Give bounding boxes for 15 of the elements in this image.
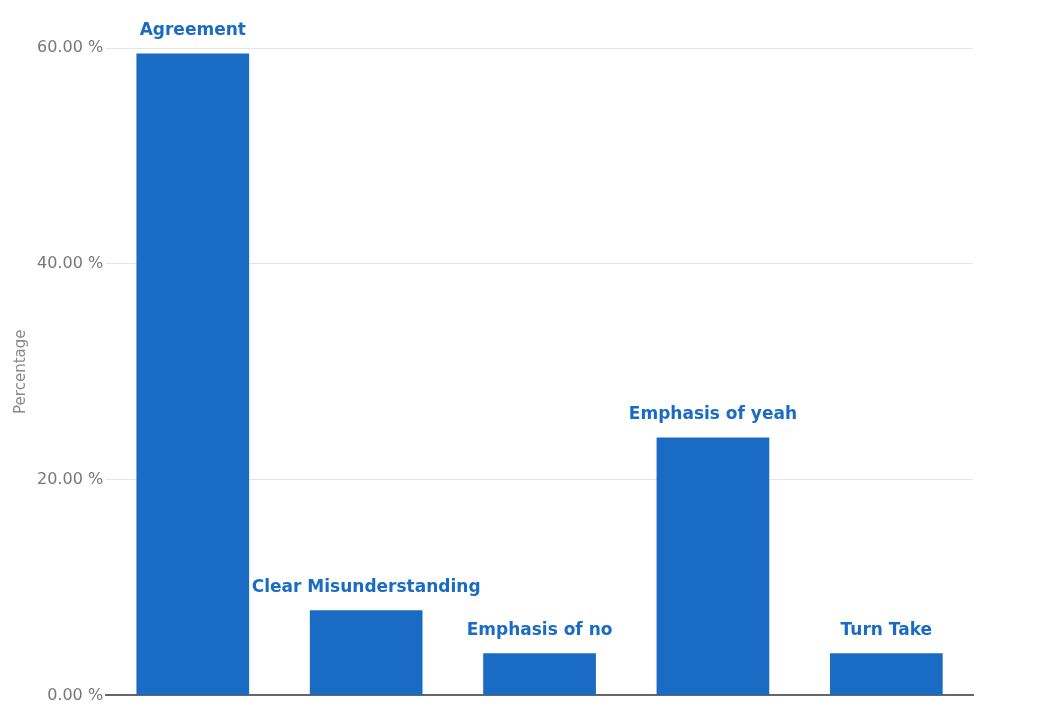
x-tick-label: Clear Misunderstanding (251, 576, 481, 597)
y-tick-label: 60.00 % (37, 37, 104, 57)
bar (309, 610, 423, 695)
y-tick-label: 40.00 % (37, 252, 104, 272)
y-tick-label: 0.00 % (47, 684, 104, 704)
x-tick-label: Emphasis of no (466, 619, 613, 640)
bar (656, 437, 770, 695)
x-tick-label: Emphasis of yeah (628, 403, 798, 424)
x-tick-label: Agreement (139, 19, 246, 40)
bar (483, 653, 596, 695)
bar (136, 53, 250, 695)
x-tick-label: Turn Take (840, 619, 933, 640)
bar (829, 653, 943, 695)
y-axis-title: Percentage (10, 329, 29, 414)
y-tick-label: 20.00 % (37, 468, 104, 488)
